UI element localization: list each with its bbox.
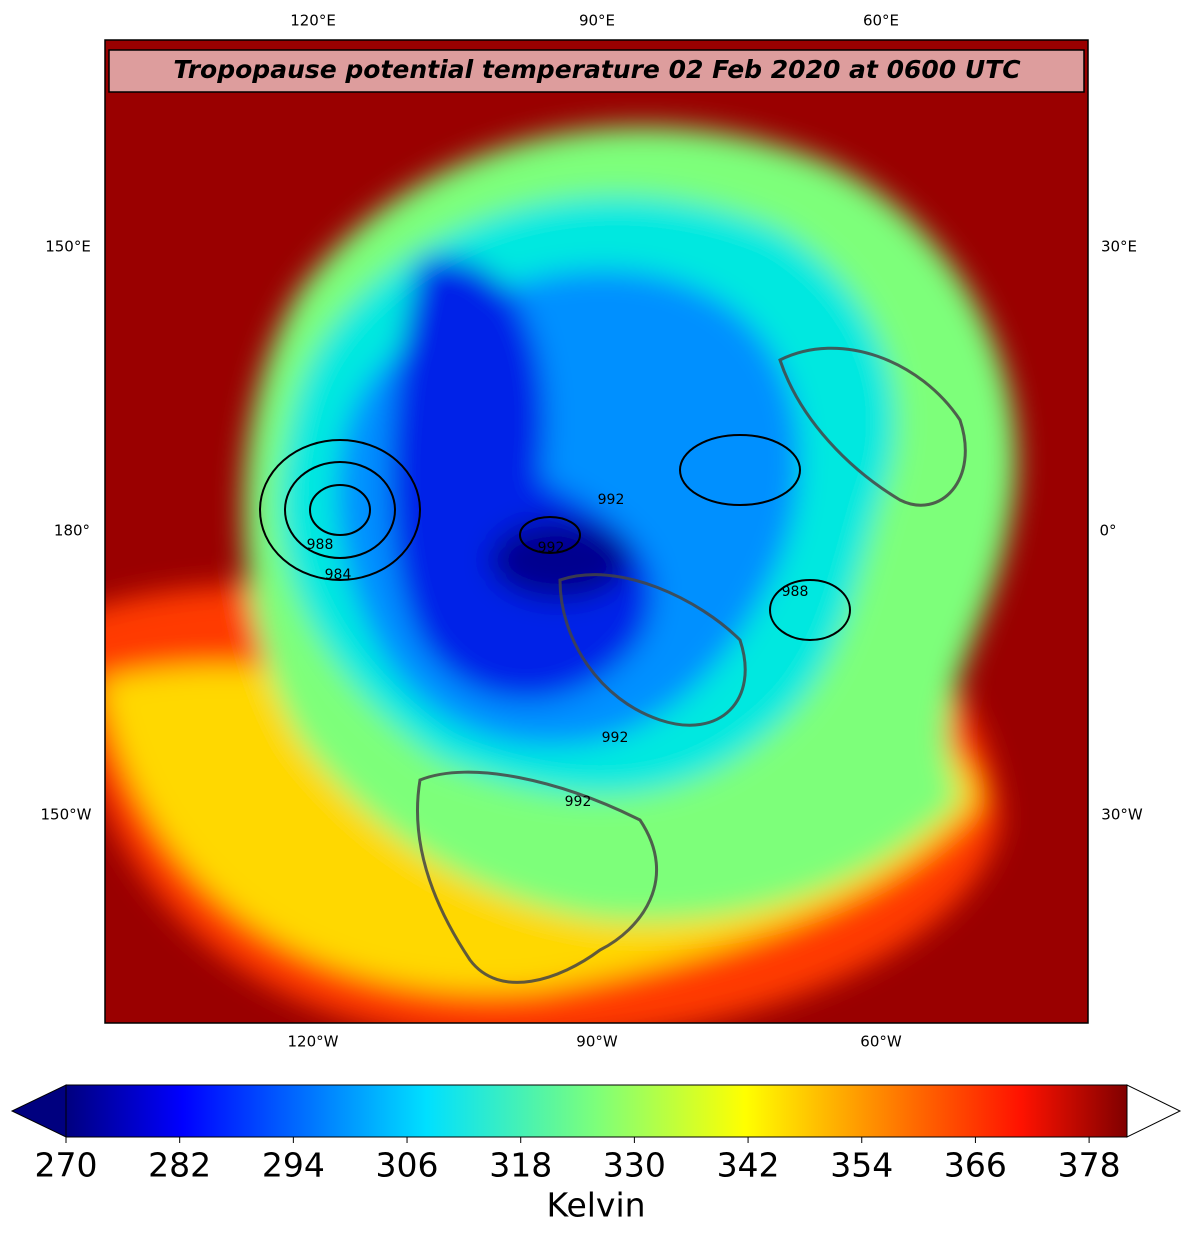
colorbar-tick-label: 270: [35, 1146, 98, 1185]
contour-label: 988: [782, 584, 809, 600]
graticule-label: 90°W: [576, 1033, 618, 1051]
graticule-label: 30°E: [1101, 238, 1137, 256]
graticule-label: 120°E: [290, 12, 336, 30]
graticule-label: 60°E: [863, 12, 899, 30]
map-field: [105, 40, 1088, 1023]
contour-label: 984: [325, 567, 352, 583]
colorbar-extend-max: [1126, 1084, 1182, 1138]
graticule-label: 120°W: [288, 1033, 339, 1051]
graticule-label: 30°W: [1101, 806, 1143, 824]
map-title: Tropopause potential temperature 02 Feb …: [173, 55, 1021, 84]
contour-label: 992: [598, 492, 625, 508]
graticule-label: 150°E: [45, 238, 91, 256]
colorbar-tick-label: 354: [830, 1146, 893, 1185]
contour-label: 992: [565, 794, 592, 810]
colorbar: [65, 1084, 1128, 1138]
colorbar-tick-label: 330: [603, 1146, 666, 1185]
colorbar-tick-label: 366: [944, 1146, 1007, 1185]
contour-label: 988: [307, 537, 334, 553]
graticule-label: 150°W: [41, 806, 92, 824]
colorbar-tick-label: 318: [489, 1146, 552, 1185]
colorbar-tick-label: 342: [717, 1146, 780, 1185]
colorbar-label: Kelvin: [546, 1186, 645, 1225]
colorbar-tick-label: 282: [148, 1146, 211, 1185]
title-box: [108, 49, 1085, 93]
contour-label: 992: [602, 730, 629, 746]
colorbar-tick-label: 306: [376, 1146, 439, 1185]
graticule-label: 180°: [54, 522, 90, 540]
map-frame: [104, 39, 1089, 1024]
graticule-label: 60°W: [860, 1033, 902, 1051]
graticule-label: 90°E: [579, 12, 615, 30]
graticule-label: 0°: [1099, 522, 1116, 540]
colorbar-tick-label: 294: [262, 1146, 325, 1185]
colorbar-extend-min: [10, 1084, 67, 1138]
contour-label: 992: [538, 540, 565, 556]
colorbar-tick-label: 378: [1058, 1146, 1121, 1185]
